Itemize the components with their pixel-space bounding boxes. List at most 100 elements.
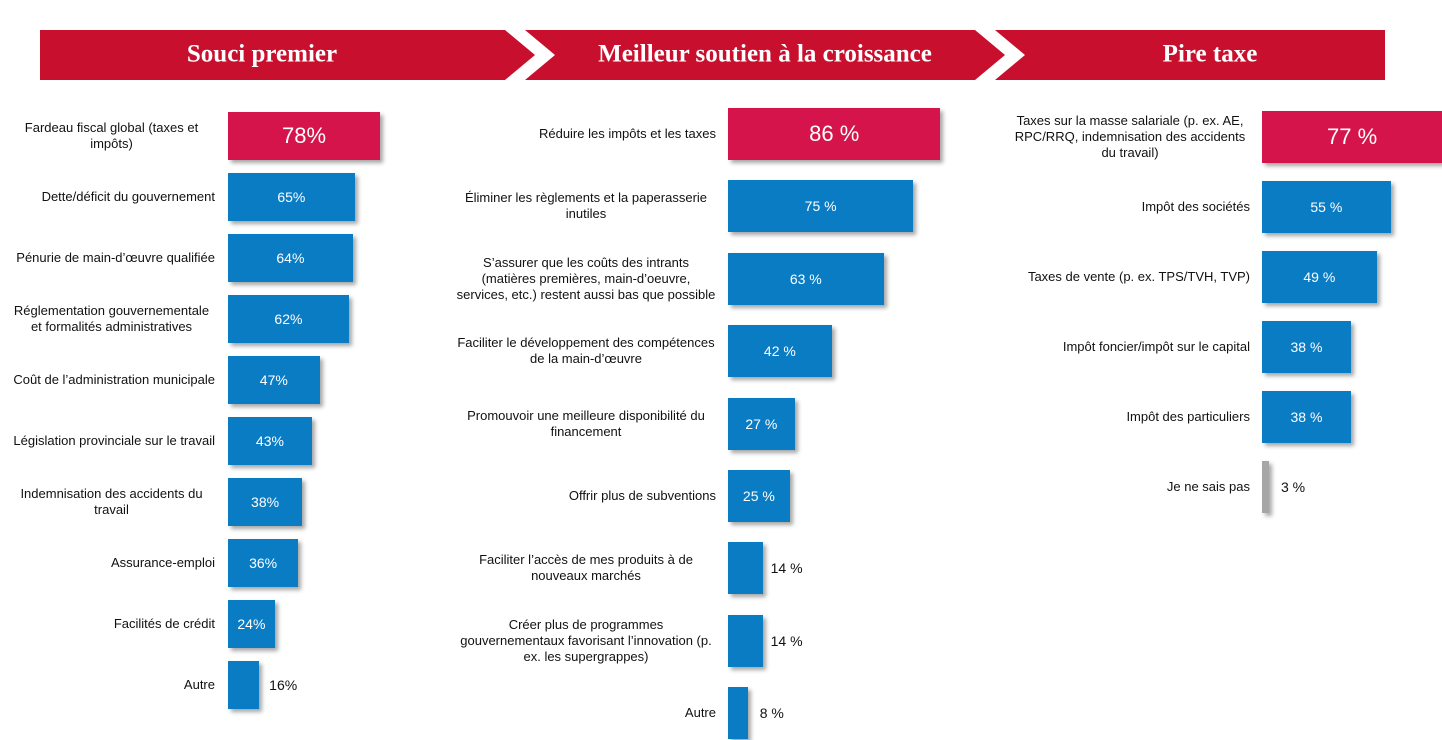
header-arrow (995, 30, 1385, 80)
category-text: Coût de l’administration municipale (13, 372, 215, 387)
chart-title: Souci premier (187, 41, 337, 68)
bar (1262, 181, 1391, 233)
category-label: Législation provinciale sur le travail (8, 411, 215, 472)
value-label: 38 % (1290, 339, 1323, 355)
value-label: 55 % (1310, 199, 1343, 215)
header-arrow (40, 30, 535, 80)
bar (228, 661, 260, 709)
category-text: Taxes sur la masse salariale (p. ex. AE,… (1014, 113, 1246, 160)
category-text: Assurance-emploi (110, 555, 215, 570)
value-label: 65% (277, 189, 306, 205)
bar (728, 687, 748, 740)
category-text: Pénurie de main-d’œuvre qualifiée (16, 250, 215, 265)
category-text: Fardeau fiscal global (taxes et impôts) (24, 120, 199, 151)
bar (728, 108, 941, 160)
value-label: 63 % (789, 270, 822, 287)
category-label: Assurance-emploi (8, 533, 215, 594)
value-label: 36% (249, 555, 278, 571)
bar (228, 600, 275, 648)
category-label: Taxes sur la masse salariale (p. ex. AE,… (1010, 102, 1250, 172)
value-label: 38 % (1290, 409, 1323, 425)
category-text: Réglementation gouvernementale et formal… (13, 303, 210, 334)
bar (228, 234, 353, 282)
value-label: 47% (259, 372, 288, 388)
category-label: Autre (456, 677, 716, 740)
category-text: Promouvoir une meilleure disponibilité d… (467, 407, 705, 439)
header-arrow (525, 30, 1005, 80)
bar (228, 295, 349, 343)
bar (228, 539, 299, 587)
category-text: S’assurer que les coûts des intrants (ma… (456, 254, 716, 302)
category-text: Indemnisation des accidents du travail (20, 486, 203, 517)
bar (1262, 111, 1442, 163)
value-label: 77 % (1327, 124, 1378, 149)
value-label: 8 % (759, 705, 784, 722)
category-text: Impôt des particuliers (1126, 409, 1250, 424)
headers: Souci premier Meilleur soutien à la croi… (40, 30, 1385, 80)
category-label: Créer plus de programmes gouvernementaux… (456, 605, 716, 677)
category-label: Je ne sais pas (1010, 452, 1250, 522)
value-label: 43% (255, 433, 284, 449)
category-label: Autre (8, 655, 215, 716)
bar (728, 180, 914, 233)
category-label: Offrir plus de subventions (456, 460, 716, 532)
category-text: Impôt des sociétés (1141, 199, 1250, 214)
category-text: Autre (183, 677, 215, 692)
value-label: 86 % (809, 121, 860, 146)
bar (728, 542, 763, 595)
category-label: Pénurie de main-d’œuvre qualifiée (8, 228, 215, 289)
category-label: Dette/déficit du gouvernement (8, 167, 215, 228)
bar (228, 112, 381, 160)
bar (728, 325, 832, 378)
category-text: Faciliter le développement des compétenc… (457, 335, 715, 367)
category-label: Promouvoir une meilleure disponibilité d… (456, 387, 716, 459)
bar (728, 252, 884, 305)
value-label: 27 % (745, 415, 778, 432)
bar (728, 470, 790, 522)
category-label: Réduire les impôts et les taxes (456, 98, 716, 170)
category-text: Dette/déficit du gouvernement (41, 189, 215, 204)
category-text: Autre (684, 705, 716, 721)
category-text: Offrir plus de subventions (568, 487, 716, 503)
value-label: 42 % (763, 343, 796, 360)
value-label: 75 % (804, 198, 837, 215)
value-label: 25 % (742, 488, 775, 504)
category-text: Impôt foncier/impôt sur le capital (1062, 339, 1250, 354)
category-text: Éliminer les règlements et la paperasser… (464, 190, 708, 222)
bar (1262, 321, 1351, 373)
value-label: 14 % (770, 632, 803, 649)
value-label: 38% (251, 494, 280, 510)
value-label: 14 % (770, 560, 803, 577)
category-label: Impôt des particuliers (1010, 382, 1250, 452)
bar (228, 173, 355, 221)
category-label: Faciliter l’accès de mes produits à de n… (456, 532, 716, 604)
value-label: 78% (282, 123, 327, 148)
bar (728, 614, 763, 667)
category-label: S’assurer que les coûts des intrants (ma… (456, 243, 716, 315)
chart-title: Pire taxe (1163, 41, 1258, 68)
category-label: Faciliter le développement des compétenc… (456, 315, 716, 387)
category-label: Réglementation gouvernementale et formal… (8, 289, 215, 350)
bar (228, 417, 312, 465)
category-label: Indemnisation des accidents du travail (8, 472, 215, 533)
category-text: Facilités de crédit (113, 616, 215, 631)
value-label: 49 % (1303, 269, 1336, 285)
category-text: Taxes de vente (p. ex. TPS/TVH, TVP) (1027, 269, 1250, 284)
bar (1262, 391, 1351, 443)
value-label: 62% (274, 311, 303, 327)
bar (228, 356, 320, 404)
category-text: Législation provinciale sur le travail (13, 433, 215, 448)
category-text: Je ne sais pas (1166, 479, 1250, 494)
category-label: Coût de l’administration municipale (8, 350, 215, 411)
category-label: Taxes de vente (p. ex. TPS/TVH, TVP) (1010, 242, 1250, 312)
bar (228, 478, 303, 526)
chart-title: Meilleur soutien à la croissance (598, 41, 932, 68)
category-label: Impôt des sociétés (1010, 172, 1250, 242)
category-text: Réduire les impôts et les taxes (538, 125, 716, 141)
value-label: 64% (276, 250, 305, 266)
category-label: Éliminer les règlements et la paperasser… (456, 170, 716, 242)
category-text: Faciliter l’accès de mes produits à de n… (479, 552, 693, 584)
category-text: Créer plus de programmes gouvernementaux… (460, 616, 712, 664)
category-label: Facilités de crédit (8, 594, 215, 655)
